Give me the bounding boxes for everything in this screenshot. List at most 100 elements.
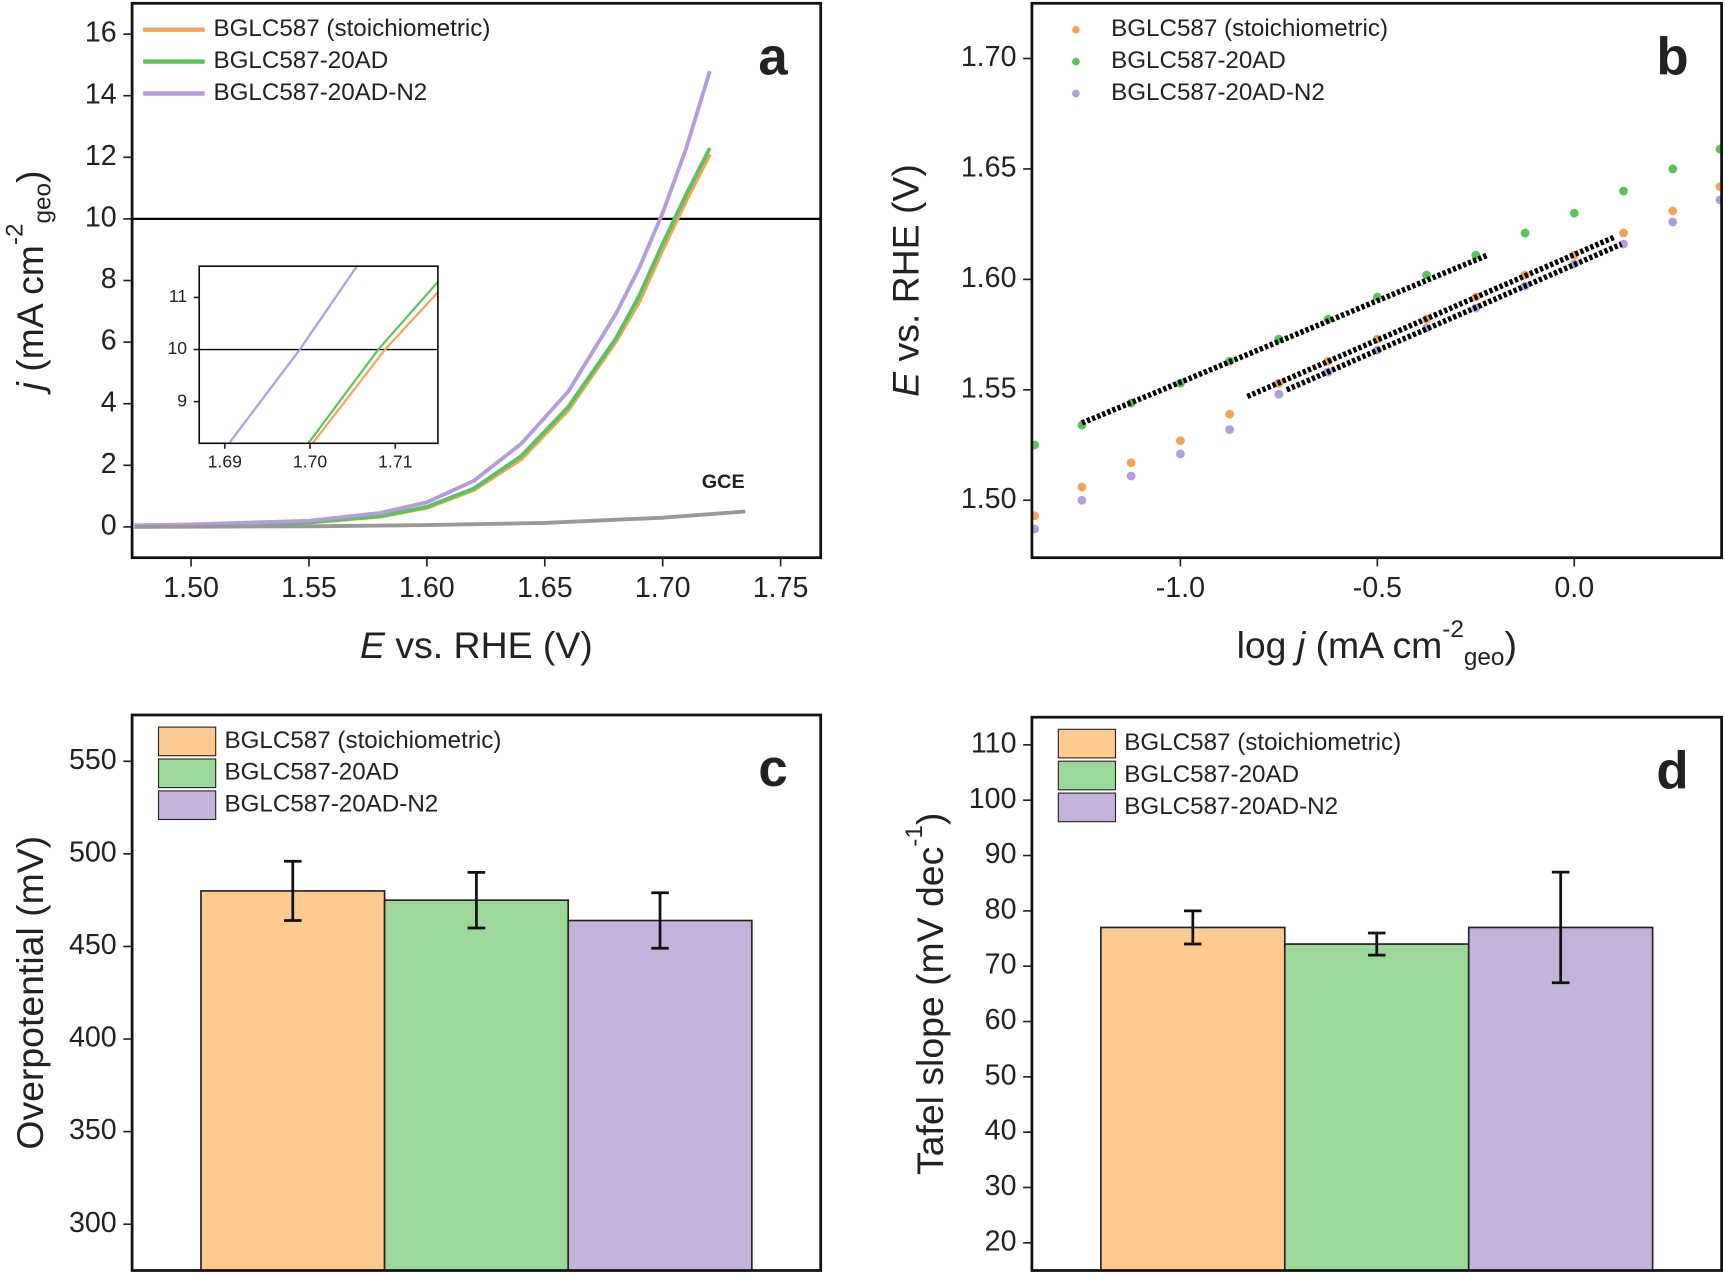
- axis-label-part: E: [360, 624, 386, 666]
- legend-label: BGLC587-20AD: [1124, 761, 1299, 788]
- legend-swatch: [157, 758, 217, 789]
- legend-swatch: [157, 726, 217, 757]
- y-tick-label: 70: [985, 949, 1017, 981]
- data-point: [1569, 208, 1579, 218]
- legend-swatch: [1072, 25, 1080, 34]
- y-tick-label: 20: [985, 1225, 1017, 1257]
- data-point: [1520, 228, 1530, 238]
- axis-label: Overpotential (mV): [9, 836, 51, 1150]
- x-tick-label: 1.65: [517, 572, 573, 604]
- data-point: [1668, 217, 1678, 227]
- legend-label: BGLC587-20AD-N2: [214, 79, 428, 106]
- plot-area: [200, 859, 753, 1271]
- fit-line: [1246, 234, 1615, 399]
- data-point: [1031, 524, 1040, 534]
- data-point: [1031, 511, 1040, 521]
- axis-label-part: vs. RHE (V): [885, 164, 927, 372]
- y-tick-label: 30: [985, 1170, 1017, 1202]
- y-tick-label: 550: [69, 744, 117, 776]
- x-tick-label: 1.70: [293, 452, 327, 472]
- data-point: [1225, 409, 1235, 419]
- x-tick-label: 1.69: [208, 452, 242, 472]
- axis-label-part: -2: [1442, 616, 1464, 643]
- x-tick-label: -1.0: [1156, 572, 1205, 604]
- error-bar: [1551, 870, 1570, 985]
- y-tick-label: 11: [169, 286, 187, 306]
- legend-swatch: [1057, 760, 1117, 791]
- axis-label-part: E: [885, 371, 927, 397]
- x-tick-label: 1.71: [378, 452, 412, 472]
- legend-swatch: [1057, 792, 1117, 823]
- y-tick-label: 0: [101, 509, 117, 541]
- axis-label-part: Overpotential (mV): [9, 836, 51, 1150]
- series-line: [311, 291, 438, 444]
- plot-frame: [130, 1, 823, 560]
- y-tick-label: 1.55: [961, 372, 1017, 404]
- plot-frame: [198, 265, 439, 445]
- data-point: [1077, 495, 1087, 505]
- axis-label-part: Tafel slope (mV dec: [909, 847, 951, 1175]
- data-point: [1274, 389, 1284, 399]
- axis-label-part: (mA cm: [9, 245, 51, 382]
- y-tick-label: 2: [101, 448, 117, 480]
- series-line: [134, 509, 746, 529]
- axis-label-part: ): [1504, 624, 1516, 666]
- axis-label-part: log: [1237, 624, 1297, 666]
- axis-label-part: geo: [1464, 645, 1505, 672]
- error-bar: [467, 871, 486, 930]
- legend-label: BGLC587-20AD: [225, 759, 400, 786]
- y-tick-label: 300: [69, 1207, 117, 1239]
- error-bar: [1184, 909, 1202, 946]
- y-tick-label: 9: [177, 390, 187, 410]
- data-point: [1668, 206, 1678, 216]
- y-tick-label: 6: [101, 325, 117, 357]
- x-tick-label: 1.50: [163, 572, 219, 604]
- y-tick-label: 12: [85, 140, 117, 172]
- data-point: [1126, 458, 1136, 468]
- axis-label-part: j: [9, 381, 51, 396]
- bar: [200, 890, 386, 1271]
- x-tick-label: 1.60: [399, 572, 455, 604]
- legend-label: BGLC587-20AD: [214, 47, 389, 74]
- panel-label: b: [1656, 27, 1688, 86]
- y-tick-label: 400: [69, 1022, 117, 1054]
- x-tick-label: -0.5: [1353, 572, 1402, 604]
- y-tick-label: 16: [85, 17, 117, 49]
- y-tick-label: 350: [69, 1114, 117, 1146]
- y-tick-label: 450: [69, 929, 117, 961]
- axis-label: E vs. RHE (V): [360, 624, 593, 666]
- plot-frame: [1030, 1, 1723, 560]
- y-tick-label: 14: [85, 78, 117, 110]
- legend-label: BGLC587 (stoichiometric): [1111, 15, 1388, 42]
- legend-label: BGLC587 (stoichiometric): [1124, 729, 1401, 756]
- axis-label-part: -1: [901, 825, 928, 847]
- error-bar: [283, 859, 302, 922]
- y-tick-label: 10: [85, 201, 117, 233]
- plot-frame: [130, 713, 823, 1272]
- data-point: [1715, 144, 1722, 154]
- data-point: [1126, 471, 1136, 481]
- y-tick-label: 500: [69, 836, 117, 868]
- legend-swatch: [1072, 57, 1080, 66]
- panel-label: c: [758, 739, 787, 798]
- series-line: [134, 70, 712, 528]
- data-point: [1619, 228, 1628, 238]
- y-tick-label: 40: [985, 1115, 1017, 1147]
- fit-line: [1285, 241, 1623, 393]
- series-line: [228, 266, 358, 444]
- y-tick-label: 100: [969, 783, 1017, 815]
- axis-label-part: ): [909, 813, 951, 825]
- error-bar: [1367, 931, 1386, 957]
- data-point: [1225, 425, 1235, 434]
- x-tick-label: 0.0: [1554, 572, 1594, 604]
- y-tick-label: 1.70: [961, 41, 1017, 73]
- plot-area: [1100, 870, 1654, 1271]
- legend-label: BGLC587-20AD-N2: [225, 791, 439, 818]
- x-tick-label: 1.70: [635, 572, 691, 604]
- legend-label: BGLC587-20AD-N2: [1111, 79, 1325, 106]
- legend-label: BGLC587-20AD: [1111, 47, 1286, 74]
- inset-background: [199, 266, 438, 444]
- x-tick-label: 1.55: [281, 572, 337, 604]
